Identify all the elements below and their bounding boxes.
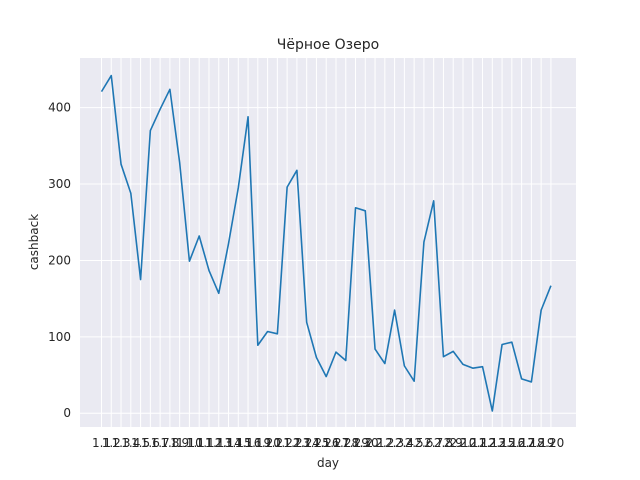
x-tick-label: 2.3 (385, 436, 404, 450)
x-tick-label: 2.17 (508, 436, 535, 450)
y-tick-labels: 0 100 200 300 400 (48, 101, 71, 421)
y-tick-label: 0 (63, 406, 71, 420)
x-tick-label: 1.9 (170, 436, 189, 450)
x-tick-label: 1.10 (176, 436, 203, 450)
plot-background (80, 58, 576, 427)
x-tick-label: 2.6 (414, 436, 433, 450)
y-tick-label: 300 (48, 177, 71, 191)
x-tick-label: 1.2 (102, 436, 121, 450)
x-tick-labels: 1.11.21.31.41.51.61.71.81.91.101.111.121… (92, 436, 564, 450)
x-tick-label: 1.25 (303, 436, 330, 450)
x-tick-label: 2.4 (395, 436, 414, 450)
series-group (100, 74, 552, 412)
x-tick-label: 2.11 (459, 436, 486, 450)
x-tick-label: 1.30 (352, 436, 379, 450)
chart-title: Чёрное Озеро (277, 37, 379, 53)
x-tick-label: 1.13 (205, 436, 232, 450)
x-tick-label: 1.16 (235, 436, 262, 450)
x-tick-label: 1.23 (284, 436, 311, 450)
x-tick-label: 1.6 (141, 436, 160, 450)
x-tick-label: 1.8 (160, 436, 179, 450)
x-tick-label: 1.3 (111, 436, 130, 450)
x-tick-label: 2.8 (434, 436, 453, 450)
x-tick-label: 2.12 (469, 436, 496, 450)
x-axis-label: day (317, 456, 339, 470)
x-tick-label: 1.12 (196, 436, 223, 450)
x-tick-label: 1.4 (121, 436, 140, 450)
x-tick-label: 2.5 (405, 436, 424, 450)
x-tick-label: 2.20 (538, 436, 565, 450)
x-tick-label: 2.19 (528, 436, 555, 450)
x-tick-label: 2.13 (479, 436, 506, 450)
x-tick-label: 1.29 (342, 436, 369, 450)
x-tick-label: 1.22 (274, 436, 301, 450)
x-tick-label: 1.14 (215, 436, 242, 450)
series-line (100, 74, 552, 412)
x-tick-label: 2.10 (450, 436, 477, 450)
y-tick-label: 400 (48, 101, 71, 115)
x-tick-label: 1.19 (244, 436, 271, 450)
y-tick-label: 100 (48, 330, 71, 344)
x-tick-label: 1.1 (92, 436, 111, 450)
x-tick-label: 1.11 (186, 436, 213, 450)
x-tick-label: 2.1 (366, 436, 385, 450)
x-tick-label: 1.24 (293, 436, 320, 450)
x-tick-label: 2.7 (424, 436, 443, 450)
x-tick-label: 1.28 (332, 436, 359, 450)
y-axis-label: cashback (27, 214, 41, 270)
x-tick-label: 2.2 (375, 436, 394, 450)
x-tick-label: 1.26 (313, 436, 340, 450)
x-tick-label: 1.21 (264, 436, 291, 450)
grid (80, 58, 576, 427)
x-tick-label: 2.15 (489, 436, 516, 450)
x-tick-label: 2.18 (518, 436, 545, 450)
x-tick-label: 1.5 (131, 436, 150, 450)
y-tick-label: 200 (48, 253, 71, 267)
x-tick-label: 1.27 (323, 436, 350, 450)
x-tick-label: 1.7 (151, 436, 170, 450)
x-tick-label: 2.9 (444, 436, 463, 450)
x-tick-label: 1.20 (254, 436, 281, 450)
x-tick-label: 1.15 (225, 436, 252, 450)
x-tick-label: 2.16 (498, 436, 525, 450)
